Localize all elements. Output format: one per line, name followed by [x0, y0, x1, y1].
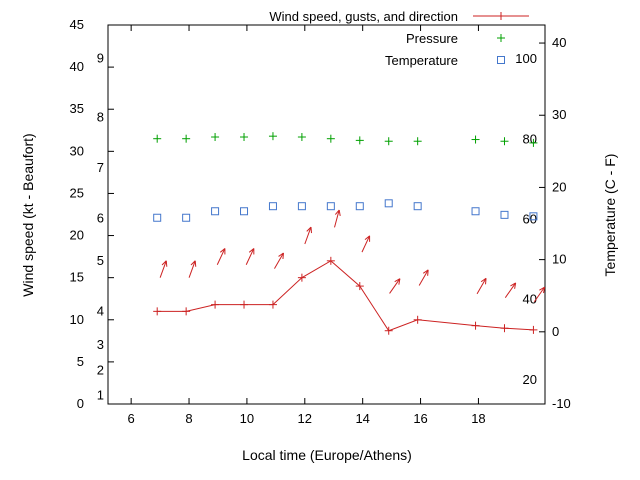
- svg-text:1: 1: [97, 388, 104, 403]
- svg-text:14: 14: [355, 411, 369, 426]
- svg-text:10: 10: [70, 312, 84, 327]
- legend-entry-pressure: Pressure: [200, 27, 532, 49]
- legend-entry-wind: Wind speed, gusts, and direction: [200, 5, 532, 27]
- svg-text:8: 8: [97, 110, 104, 125]
- svg-text:2: 2: [97, 362, 104, 377]
- svg-text:18: 18: [471, 411, 485, 426]
- svg-text:5: 5: [97, 253, 104, 268]
- svg-text:6: 6: [97, 211, 104, 226]
- svg-text:5: 5: [77, 354, 84, 369]
- legend: Wind speed, gusts, and direction Pressur…: [200, 5, 532, 71]
- svg-text:40: 40: [70, 59, 84, 74]
- svg-text:12: 12: [298, 411, 312, 426]
- svg-text:10: 10: [240, 411, 254, 426]
- pressure-points: [153, 132, 538, 147]
- svg-text:80: 80: [523, 131, 537, 146]
- svg-text:20: 20: [552, 179, 566, 194]
- x-axis-ticks: 6 8 10 12 14 16 18: [128, 25, 486, 426]
- legend-label-wind: Wind speed, gusts, and direction: [269, 8, 458, 24]
- svg-text:7: 7: [97, 160, 104, 175]
- left-axis-title: Wind speed (kt - Beaufort): [20, 133, 36, 297]
- legend-label-pressure: Pressure: [405, 30, 458, 46]
- legend-pressure-sample-icon: [470, 32, 532, 44]
- legend-entry-temperature: Temperature: [200, 49, 532, 71]
- svg-text:20: 20: [523, 372, 537, 387]
- svg-text:0: 0: [552, 324, 559, 339]
- svg-text:15: 15: [70, 270, 84, 285]
- svg-text:40: 40: [523, 292, 537, 307]
- svg-text:3: 3: [97, 337, 104, 352]
- wind-direction-arrows: [159, 209, 546, 303]
- svg-text:16: 16: [413, 411, 427, 426]
- svg-text:9: 9: [97, 51, 104, 66]
- x-axis-title: Local time (Europe/Athens): [242, 447, 412, 463]
- svg-text:25: 25: [70, 185, 84, 200]
- svg-text:8: 8: [185, 411, 192, 426]
- svg-text:6: 6: [128, 411, 135, 426]
- plot-border: [107, 24, 546, 405]
- svg-text:30: 30: [552, 107, 566, 122]
- legend-label-temperature: Temperature: [385, 52, 458, 68]
- svg-text:100: 100: [515, 51, 537, 66]
- legend-temperature-sample-icon: [470, 54, 532, 66]
- temperature-points: [153, 199, 538, 222]
- svg-text:20: 20: [70, 228, 84, 243]
- svg-text:35: 35: [70, 101, 84, 116]
- wind-speed-line: [153, 256, 538, 335]
- svg-text:0: 0: [77, 396, 84, 411]
- svg-text:40: 40: [552, 35, 566, 50]
- svg-text:4: 4: [97, 303, 104, 318]
- svg-text:-10: -10: [552, 396, 571, 411]
- legend-wind-sample-icon: [470, 10, 532, 22]
- svg-text:30: 30: [70, 143, 84, 158]
- right-axis-title: Temperature (C - F): [602, 153, 618, 277]
- svg-text:45: 45: [70, 17, 84, 32]
- temp-axis-ticks: -10 0 10 20 30 40: [539, 35, 571, 411]
- beaufort-labels: 1 2 3 4 5 6 7 8 9: [97, 51, 104, 403]
- svg-text:10: 10: [552, 252, 566, 267]
